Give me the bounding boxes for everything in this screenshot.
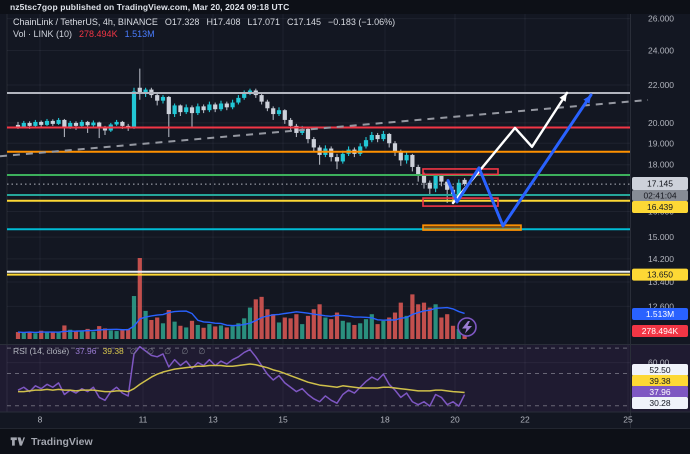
symbol-legend[interactable]: ChainLink / TetherUS, 4h, BINANCE O17.32… [13,17,395,27]
price-axis-label: 37.96 [632,386,688,398]
svg-text:13.650: 13.650 [647,270,673,280]
footer-bar: TradingView [0,428,690,454]
white-projection-arrow [451,91,569,205]
rsi-legend-title: RSI (14, close) [13,346,70,356]
ohlc-open: O17.328 [164,17,200,27]
ohlc-low: L17.071 [247,17,281,27]
svg-text:24.000: 24.000 [648,45,674,55]
price-axis-label: 13.650 [632,268,688,281]
svg-text:18.000: 18.000 [648,160,674,170]
svg-text:19.000: 19.000 [648,138,674,148]
publish-info-bar: nz5tsc7gop published on TradingView.com,… [0,0,690,14]
svg-text:14.200: 14.200 [648,254,674,264]
symbol-title: ChainLink / TetherUS, 4h, BINANCE [13,17,158,27]
svg-text:52.50: 52.50 [649,365,671,375]
rsi-pane-background [0,345,690,412]
svg-text:02:41:04: 02:41:04 [643,191,676,201]
volume-ma-value: 1.513M [124,28,155,39]
svg-text:39.38: 39.38 [649,376,671,386]
rsi-ma-line [18,363,465,394]
rsi-legend[interactable]: RSI (14, close) 37.96 39.38 ∅ ∅ ∅ ∅ ∅ [13,346,210,356]
svg-text:8: 8 [38,415,43,425]
blue-projection-arrow [446,93,593,228]
svg-text:16.439: 16.439 [647,202,673,212]
svg-text:17.145: 17.145 [647,179,673,189]
volume-ma-line [17,306,465,334]
ohlc-high: H17.408 [206,17,241,27]
svg-text:20.000: 20.000 [648,118,674,128]
rsi-line [17,345,466,407]
svg-text:25: 25 [623,415,633,425]
svg-text:22.000: 22.000 [648,80,674,90]
svg-text:12.600: 12.600 [648,301,674,311]
svg-text:15.000: 15.000 [648,232,674,242]
svg-text:60.00: 60.00 [648,358,670,368]
volume-value: 278.494K [79,28,118,39]
svg-text:1.513M: 1.513M [646,309,674,319]
boost-button[interactable] [457,317,477,337]
volume-legend[interactable]: Vol · LINK (10) 278.494K 1.513M [13,29,155,39]
price-axis-label: 278.494K [632,325,688,337]
price-axis-label: 39.38 [632,375,688,387]
svg-text:278.494K: 278.494K [642,326,679,336]
rsi-pane [7,345,630,407]
svg-text:18: 18 [380,415,390,425]
dashed-trendline [0,98,649,158]
volume-legend-title: Vol · LINK (10) [13,28,73,39]
ohlc-change: −0.183 (−1.06%) [328,17,396,27]
svg-text:13.400: 13.400 [648,277,674,287]
svg-text:11: 11 [139,415,148,425]
horizontal-lines [7,92,630,276]
time-axis[interactable]: 8 11 13 15 18 20 22 25 [38,415,633,425]
tradingview-logo-icon[interactable] [10,435,25,448]
price-axis[interactable]: 26.00024.00022.00020.00019.00018.00016.0… [648,14,674,368]
svg-text:37.96: 37.96 [649,387,671,397]
price-axis-label: 1.513M [632,308,688,320]
svg-text:22: 22 [520,415,530,425]
rsi-value: 37.96 [75,346,97,356]
svg-text:30.28: 30.28 [649,398,671,408]
current-price-label: 17.145 [632,177,688,190]
ohlc-close: C17.145 [287,17,322,27]
svg-text:26.000: 26.000 [648,14,674,24]
price-axis-label: 30.28 [632,397,688,409]
svg-text:13: 13 [208,415,218,425]
publish-info-text: nz5tsc7gop published on TradingView.com,… [10,2,290,12]
rsi-ma-value: 39.38 [102,346,124,356]
svg-text:15: 15 [278,415,288,425]
tradingview-logo-text[interactable]: TradingView [31,435,93,448]
candle-countdown-label: 02:41:04 [632,190,688,201]
price-axis-label: 52.50 [632,364,688,376]
rsi-empty-slots: ∅ ∅ ∅ ∅ ∅ [129,347,210,356]
price-axis-label: 16.439 [632,201,688,213]
volume-bars [15,258,467,339]
svg-text:20: 20 [450,415,460,425]
